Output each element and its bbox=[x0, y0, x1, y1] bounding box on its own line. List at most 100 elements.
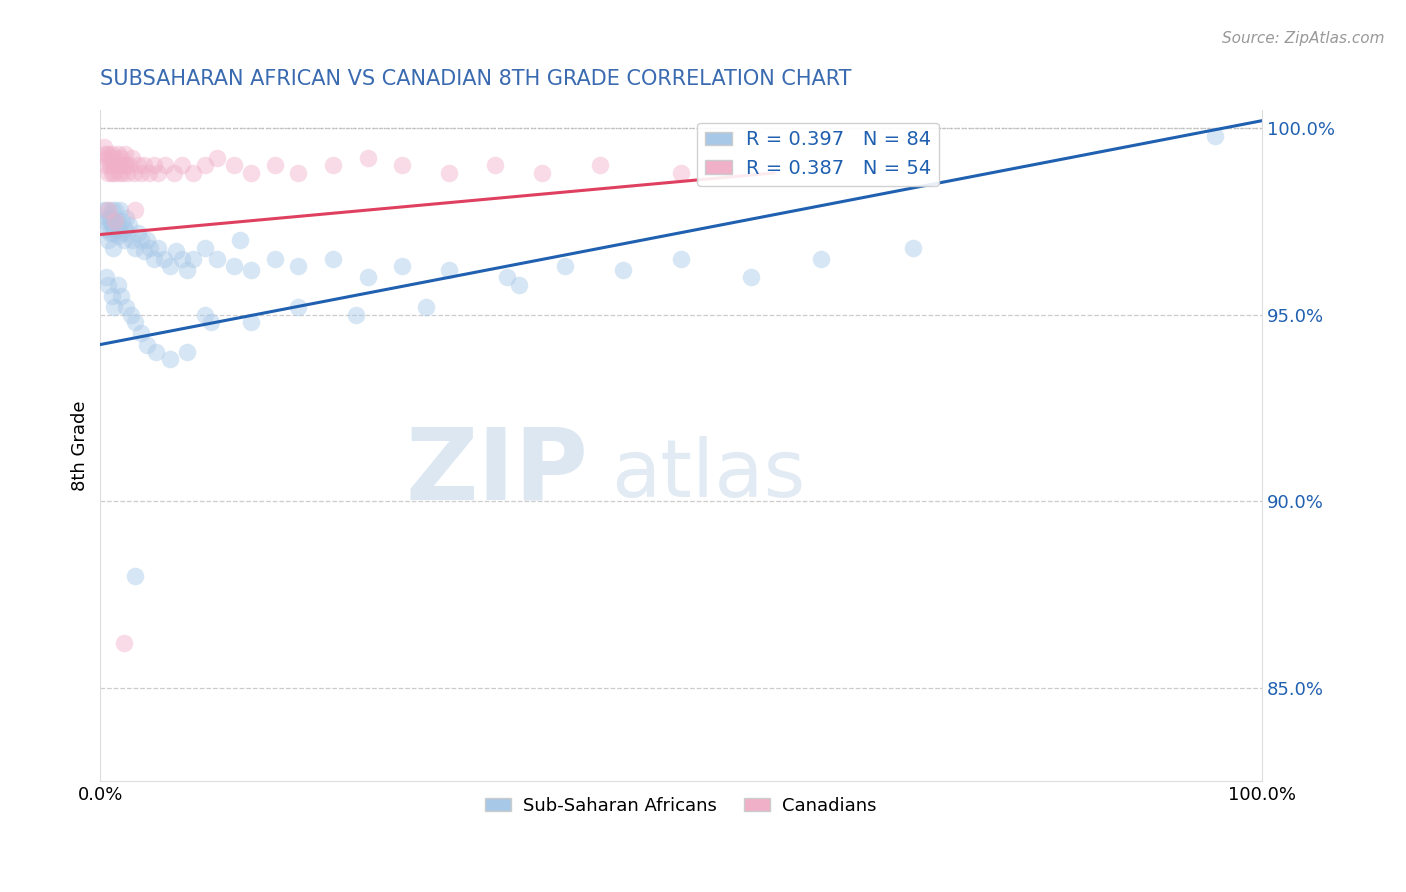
Point bbox=[165, 244, 187, 259]
Point bbox=[97, 166, 120, 180]
Point bbox=[127, 226, 149, 240]
Point bbox=[94, 214, 117, 228]
Point bbox=[120, 308, 142, 322]
Point bbox=[98, 226, 121, 240]
Point bbox=[589, 159, 612, 173]
Point bbox=[107, 277, 129, 292]
Point bbox=[194, 159, 217, 173]
Point bbox=[322, 252, 344, 266]
Point bbox=[356, 151, 378, 165]
Point bbox=[176, 345, 198, 359]
Point bbox=[903, 241, 925, 255]
Point bbox=[112, 159, 135, 173]
Point bbox=[97, 277, 120, 292]
Point bbox=[105, 218, 128, 232]
Point bbox=[121, 151, 143, 165]
Point bbox=[104, 214, 127, 228]
Point bbox=[100, 151, 122, 165]
Point bbox=[110, 151, 132, 165]
Point bbox=[181, 252, 204, 266]
Point bbox=[103, 300, 125, 314]
Point bbox=[155, 159, 177, 173]
Point bbox=[222, 159, 245, 173]
Point bbox=[105, 159, 128, 173]
Point bbox=[118, 218, 141, 232]
Point bbox=[104, 222, 127, 236]
Point bbox=[97, 203, 120, 218]
Point bbox=[200, 315, 222, 329]
Point bbox=[148, 166, 170, 180]
Point bbox=[194, 241, 217, 255]
Point bbox=[96, 222, 118, 236]
Point bbox=[205, 151, 228, 165]
Point bbox=[101, 147, 124, 161]
Point bbox=[205, 252, 228, 266]
Point bbox=[181, 166, 204, 180]
Point bbox=[115, 166, 138, 180]
Point bbox=[391, 259, 413, 273]
Point bbox=[103, 214, 125, 228]
Point bbox=[104, 203, 127, 218]
Point bbox=[111, 214, 134, 228]
Point bbox=[96, 270, 118, 285]
Point bbox=[496, 270, 519, 285]
Point bbox=[96, 151, 118, 165]
Point bbox=[176, 263, 198, 277]
Point bbox=[115, 300, 138, 314]
Point bbox=[148, 241, 170, 255]
Point bbox=[101, 218, 124, 232]
Point bbox=[129, 233, 152, 247]
Point bbox=[114, 222, 136, 236]
Point bbox=[115, 226, 138, 240]
Point bbox=[94, 147, 117, 161]
Point bbox=[93, 203, 115, 218]
Point bbox=[142, 252, 165, 266]
Point bbox=[101, 159, 124, 173]
Point bbox=[554, 259, 576, 273]
Point bbox=[142, 159, 165, 173]
Point bbox=[104, 151, 127, 165]
Point bbox=[115, 211, 138, 225]
Point bbox=[101, 226, 124, 240]
Point bbox=[115, 159, 138, 173]
Text: ZIP: ZIP bbox=[405, 424, 588, 521]
Point bbox=[287, 259, 309, 273]
Point bbox=[124, 315, 146, 329]
Point bbox=[112, 233, 135, 247]
Point bbox=[100, 211, 122, 225]
Point bbox=[124, 203, 146, 218]
Point bbox=[287, 166, 309, 180]
Point bbox=[110, 226, 132, 240]
Point bbox=[124, 569, 146, 583]
Point bbox=[107, 229, 129, 244]
Point bbox=[93, 140, 115, 154]
Point bbox=[159, 352, 181, 367]
Point bbox=[134, 159, 156, 173]
Point bbox=[159, 259, 181, 273]
Point bbox=[97, 147, 120, 161]
Point bbox=[240, 166, 263, 180]
Point bbox=[530, 166, 553, 180]
Point bbox=[810, 252, 832, 266]
Point bbox=[437, 166, 460, 180]
Point bbox=[108, 166, 131, 180]
Point bbox=[669, 252, 692, 266]
Point bbox=[96, 203, 118, 218]
Point bbox=[153, 252, 176, 266]
Point bbox=[356, 270, 378, 285]
Point bbox=[484, 159, 506, 173]
Point bbox=[134, 244, 156, 259]
Point bbox=[135, 233, 157, 247]
Point bbox=[129, 166, 152, 180]
Point bbox=[138, 166, 160, 180]
Point bbox=[287, 300, 309, 314]
Text: atlas: atlas bbox=[612, 436, 806, 515]
Point bbox=[240, 315, 263, 329]
Point bbox=[229, 233, 252, 247]
Text: Source: ZipAtlas.com: Source: ZipAtlas.com bbox=[1222, 31, 1385, 46]
Point bbox=[108, 203, 131, 218]
Point bbox=[101, 203, 124, 218]
Point bbox=[170, 159, 193, 173]
Point bbox=[322, 159, 344, 173]
Point bbox=[122, 166, 145, 180]
